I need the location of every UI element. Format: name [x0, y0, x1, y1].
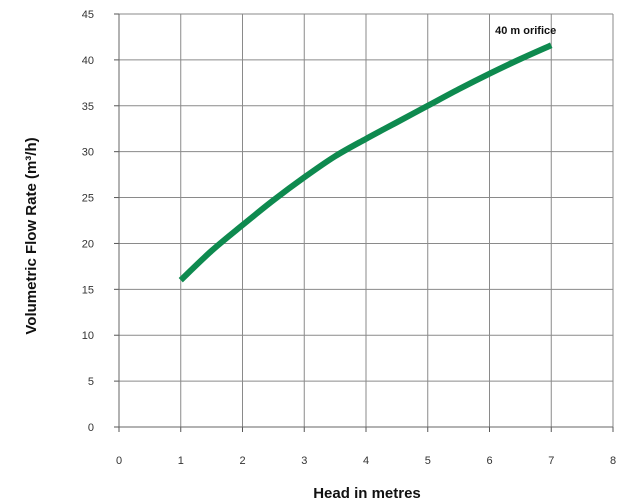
y-tick-label: 40 [82, 55, 94, 67]
x-tick-label: 2 [239, 455, 245, 467]
series-line [178, 42, 553, 283]
x-tick-label: 3 [301, 455, 307, 467]
y-tick-label: 30 [82, 147, 94, 159]
y-tick-label: 0 [88, 422, 94, 434]
x-tick-label: 5 [425, 455, 431, 467]
x-tick-label: 6 [486, 455, 492, 467]
y-axis-title: Volumetric Flow Rate (m³/h) [23, 137, 40, 334]
axes [114, 13, 614, 432]
x-axis-title: Head in metres [313, 485, 421, 502]
y-tick-label: 10 [82, 330, 94, 342]
x-tick-label: 8 [610, 455, 616, 467]
y-tick-label: 5 [88, 376, 94, 388]
y-tick-label: 15 [82, 284, 94, 296]
x-tick-label: 0 [116, 455, 122, 467]
x-tick-label: 1 [178, 455, 184, 467]
grid [119, 13, 614, 427]
y-tick-label: 35 [82, 101, 94, 113]
x-tick-label: 4 [363, 455, 369, 467]
series-label: 40 m orifice [495, 25, 556, 37]
y-tick-label: 20 [82, 238, 94, 250]
y-tick-label: 45 [82, 9, 94, 21]
y-tick-label: 25 [82, 193, 94, 205]
series-layer [178, 42, 553, 283]
x-tick-label: 7 [548, 455, 554, 467]
